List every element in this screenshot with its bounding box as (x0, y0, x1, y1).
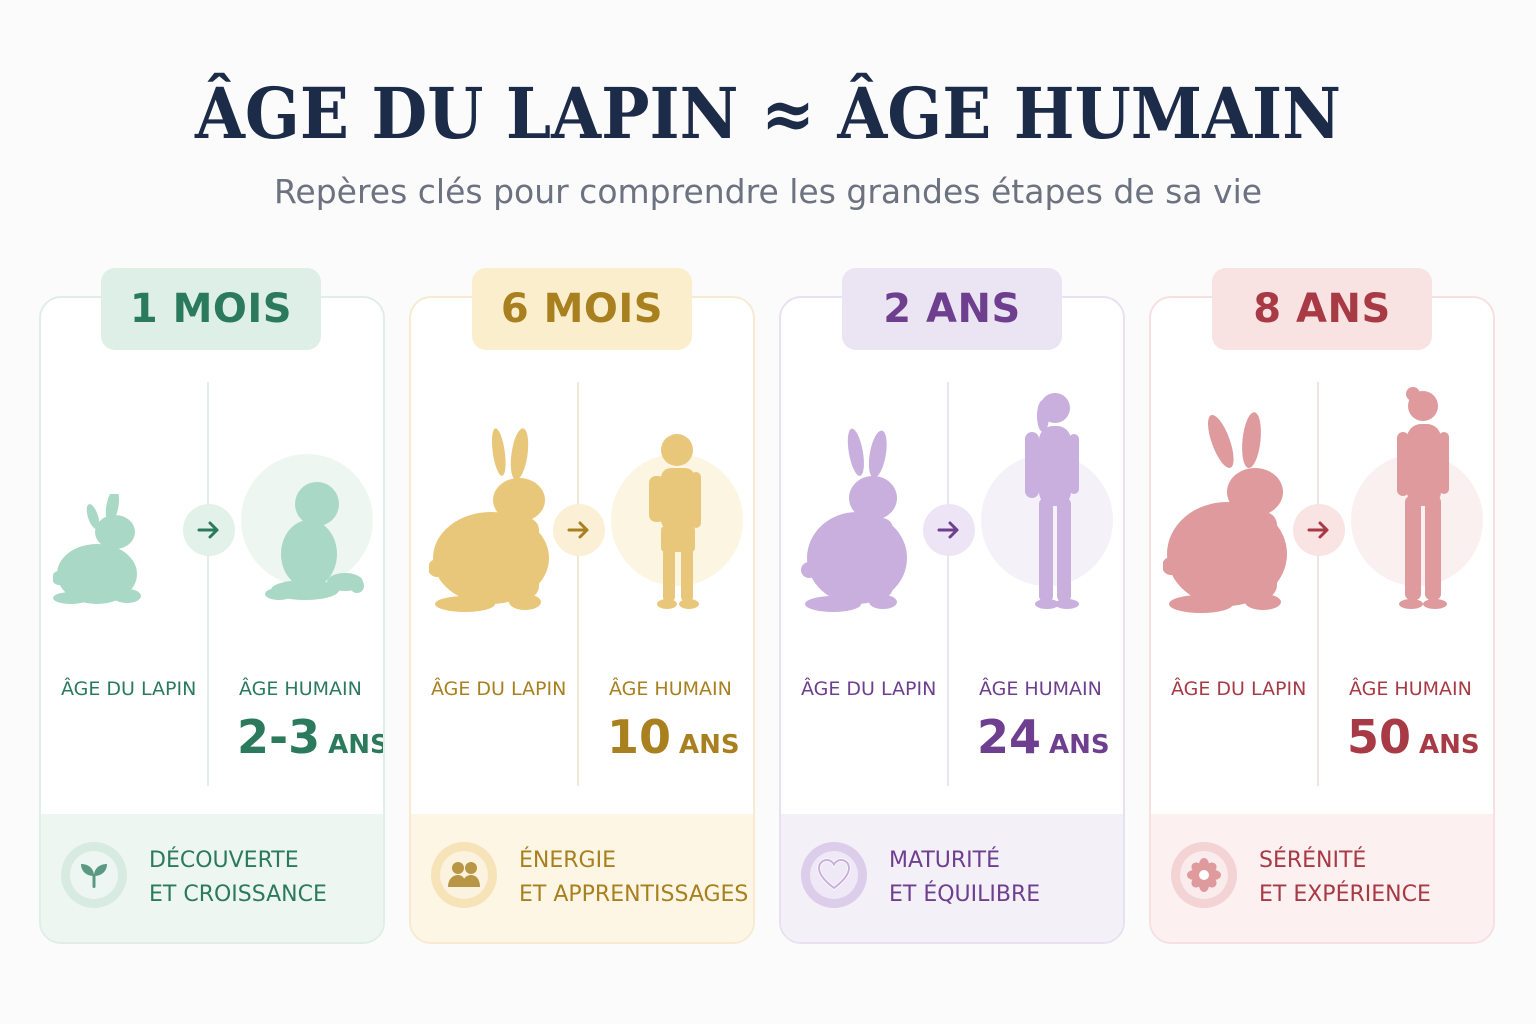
human-age-unit: ANS (1419, 730, 1480, 760)
baby-icon (265, 482, 364, 600)
human-age-number: 2-3 (237, 710, 321, 764)
card-divider (207, 382, 209, 786)
rabbit-icon (801, 428, 907, 612)
trait-line-1: DÉCOUVERTE (149, 848, 299, 873)
human-age-unit: ANS (1049, 730, 1110, 760)
human-age-unit: ANS (328, 730, 385, 760)
human-age-number: 50 (1347, 710, 1412, 764)
arrow-circle (183, 504, 235, 556)
flower-icon (1187, 858, 1221, 892)
human-age-value: 2-3 ANS (237, 710, 385, 764)
trait-icon-badge (1171, 842, 1237, 908)
human-age-value: 24 ANS (977, 710, 1110, 764)
trait-footer: DÉCOUVERTE ET CROISSANCE (41, 814, 383, 942)
stage-card-8-ans: ÂGE DU LAPIN ÂGE HUMAIN 50 ANS (1149, 296, 1495, 944)
trait-line-1: MATURITÉ (889, 848, 1000, 873)
trait-text: SÉRÉNITÉ ET EXPÉRIENCE (1259, 844, 1431, 912)
people-icon (448, 862, 480, 887)
young-woman-icon (1025, 393, 1079, 609)
stage-pill-6-mois: 6 MOIS (472, 268, 692, 350)
human-age-number: 10 (607, 710, 672, 764)
page-subtitle: Repères clés pour comprendre les grandes… (273, 172, 1263, 211)
arrow-right-icon (937, 521, 959, 539)
trait-icon-badge (801, 842, 867, 908)
child-icon (649, 434, 701, 609)
card-divider (947, 382, 949, 786)
stage-pill-1-mois: 1 MOIS (101, 268, 321, 350)
trait-text: MATURITÉ ET ÉQUILIBRE (889, 844, 1040, 912)
arrow-right-icon (1307, 521, 1329, 539)
trait-text: DÉCOUVERTE ET CROISSANCE (149, 844, 327, 912)
arrow-right-icon (567, 521, 589, 539)
arrow-right-icon (197, 521, 219, 539)
trait-footer: SÉRÉNITÉ ET EXPÉRIENCE (1151, 814, 1493, 942)
stage-pill-8-ans: 8 ANS (1212, 268, 1432, 350)
card-divider (577, 382, 579, 786)
heart-icon (817, 858, 851, 891)
card-divider (1317, 382, 1319, 786)
rabbit-age-label: ÂGE DU LAPIN (1171, 678, 1307, 700)
human-age-label: ÂGE HUMAIN (979, 678, 1102, 700)
human-age-label: ÂGE HUMAIN (1349, 678, 1472, 700)
human-age-value: 10 ANS (607, 710, 740, 764)
trait-footer: MATURITÉ ET ÉQUILIBRE (781, 814, 1123, 942)
stage-pill-2-ans: 2 ANS (842, 268, 1062, 350)
trait-icon-badge (61, 842, 127, 908)
adult-woman-icon (1397, 387, 1449, 609)
human-age-number: 24 (977, 710, 1042, 764)
stage-card-1-mois: ÂGE DU LAPIN ÂGE HUMAIN 2-3 ANS DÉCOUVER… (39, 296, 385, 944)
stage-card-2-ans: ÂGE DU LAPIN ÂGE HUMAIN 24 ANS MATURITÉ … (779, 296, 1125, 944)
arrow-circle (1293, 504, 1345, 556)
rabbit-icon (53, 494, 141, 604)
human-age-label: ÂGE HUMAIN (239, 678, 362, 700)
page-title: ÂGE DU LAPIN ≈ ÂGE HUMAIN (194, 72, 1342, 155)
human-age-unit: ANS (679, 730, 740, 760)
trait-line-2: ET APPRENTISSAGES (519, 882, 749, 907)
human-age-value: 50 ANS (1347, 710, 1480, 764)
trait-footer: ÉNERGIE ET APPRENTISSAGES (411, 814, 753, 942)
rabbit-icon (429, 428, 549, 612)
trait-text: ÉNERGIE ET APPRENTISSAGES (519, 844, 748, 912)
rabbit-age-label: ÂGE DU LAPIN (431, 678, 567, 700)
trait-line-2: ET EXPÉRIENCE (1259, 882, 1431, 907)
arrow-circle (923, 504, 975, 556)
arrow-circle (553, 504, 605, 556)
trait-line-2: ET CROISSANCE (149, 882, 327, 907)
stage-card-6-mois: ÂGE DU LAPIN ÂGE HUMAIN 10 ANS ÉNERGIE E… (409, 296, 755, 944)
trait-icon-badge (431, 842, 497, 908)
human-age-label: ÂGE HUMAIN (609, 678, 732, 700)
rabbit-icon (1163, 412, 1287, 613)
trait-line-1: ÉNERGIE (519, 848, 616, 873)
rabbit-age-label: ÂGE DU LAPIN (801, 678, 937, 700)
trait-line-2: ET ÉQUILIBRE (889, 882, 1041, 907)
trait-line-1: SÉRÉNITÉ (1259, 848, 1367, 873)
rabbit-age-label: ÂGE DU LAPIN (61, 678, 197, 700)
sprout-icon (81, 864, 107, 888)
